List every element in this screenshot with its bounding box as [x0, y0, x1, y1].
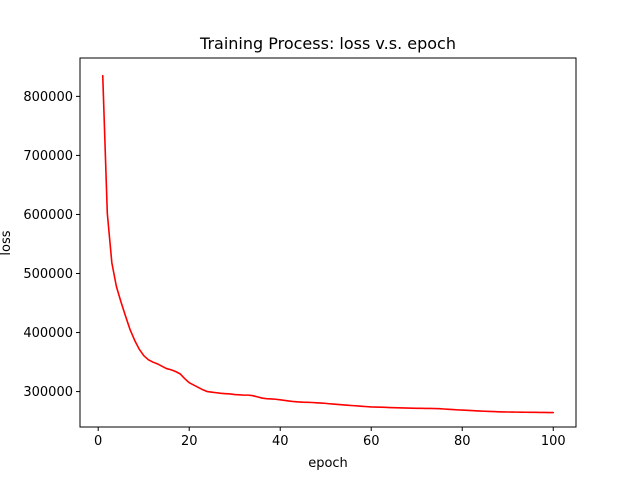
loss-series-line: [101, 74, 555, 414]
plot-frame: [79, 57, 577, 428]
chart-title: Training Process: loss v.s. epoch: [199, 34, 456, 53]
x-tick-label: 60: [363, 434, 380, 449]
y-tick-label: 600000: [23, 208, 73, 223]
y-tick-label: 400000: [23, 326, 73, 341]
plot-area: [101, 74, 555, 414]
y-axis-label: loss: [0, 230, 14, 255]
y-tick-label: 500000: [23, 267, 73, 282]
x-tick-label: 100: [541, 434, 566, 449]
y-tick-label: 300000: [23, 385, 73, 400]
y-tick-label: 700000: [23, 149, 73, 164]
x-tick-label: 20: [181, 434, 198, 449]
axis-ticks: 0 20 40 60 80 100 300000 400000 500000 600000 7000…: [23, 90, 565, 449]
x-tick-label: 40: [272, 434, 289, 449]
x-axis-label: epoch: [308, 456, 348, 471]
y-tick-label: 800000: [23, 90, 73, 105]
x-tick-label: 80: [454, 434, 471, 449]
x-tick-label: 0: [94, 434, 102, 449]
